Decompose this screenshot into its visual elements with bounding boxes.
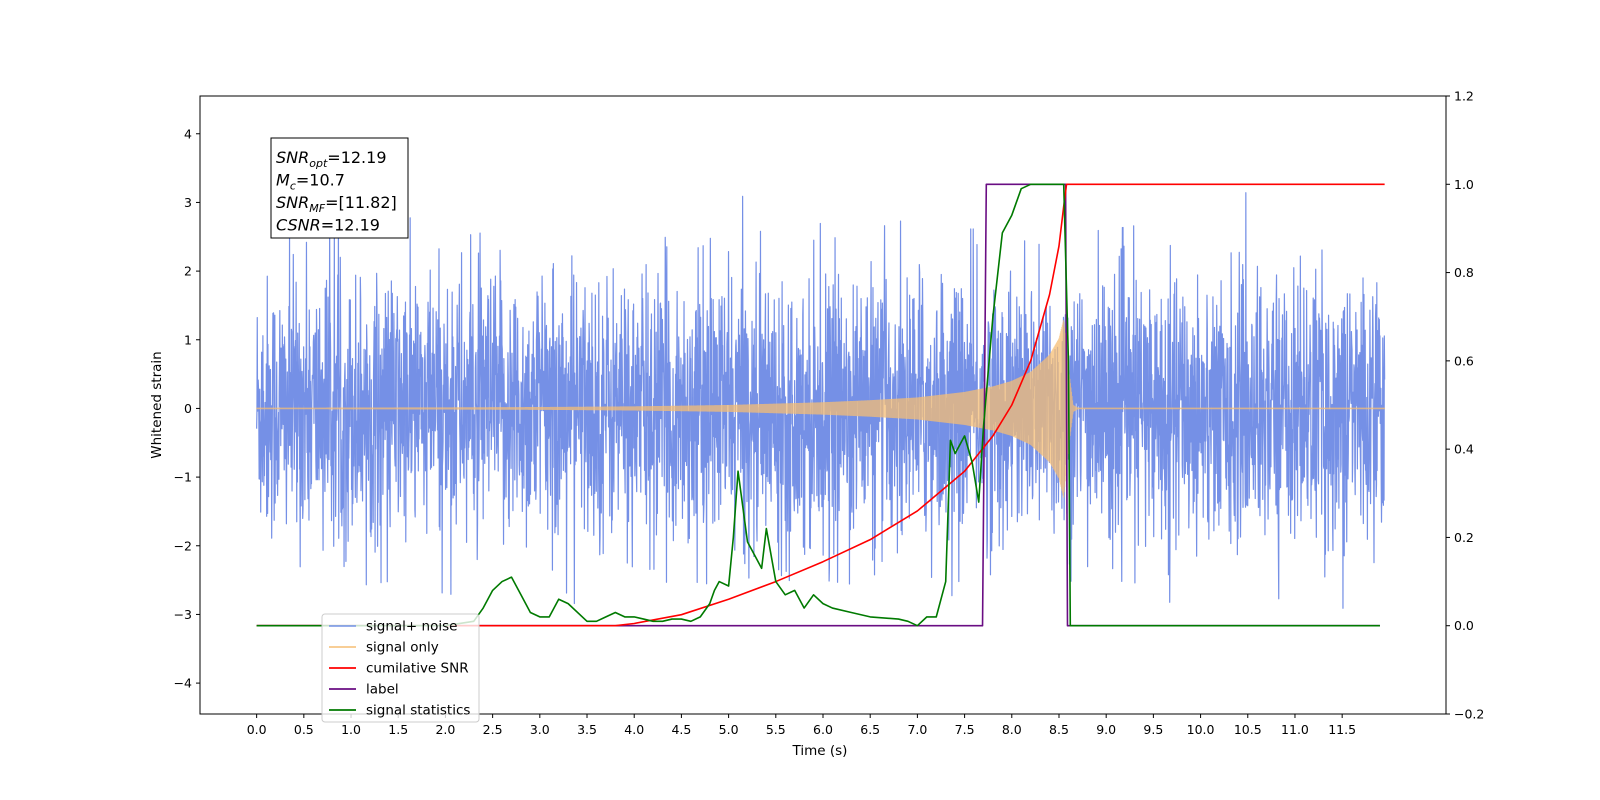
y2-tick-label: 0.8 xyxy=(1454,265,1474,280)
legend-label: signal only xyxy=(366,640,439,656)
series-signal-statistics xyxy=(256,183,1380,627)
annotation-value: =[11.82] xyxy=(325,193,397,212)
x-tick-label: 11.5 xyxy=(1328,722,1356,737)
y-axis-label: Whitened strain xyxy=(149,351,165,458)
x-tick-label: 9.0 xyxy=(1096,722,1116,737)
annotation-line: SNRopt=12.19 xyxy=(276,148,387,170)
y-tick-label: 1 xyxy=(184,332,192,347)
series-signal-only xyxy=(256,320,1386,498)
x-tick-label: 6.5 xyxy=(860,722,880,737)
annotation-subscript: MF xyxy=(309,202,325,215)
annotation-symbol: SNR xyxy=(276,148,309,167)
x-tick-label: 3.5 xyxy=(577,722,597,737)
x-tick-label: 7.0 xyxy=(907,722,927,737)
x-tick-label: 0.5 xyxy=(294,722,314,737)
x-tick-label: 6.0 xyxy=(813,722,833,737)
y2-tick-label: 1.0 xyxy=(1454,177,1474,192)
annotation-subscript: c xyxy=(290,180,296,193)
y2-tick-label: 1.2 xyxy=(1454,89,1474,104)
y-tick-label: −3 xyxy=(174,607,192,622)
y2-tick-label: 0.2 xyxy=(1454,530,1474,545)
annotation-line: Mc=10.7 xyxy=(276,171,345,193)
legend-label: label xyxy=(366,682,399,698)
x-axis-label: Time (s) xyxy=(792,743,848,759)
x-tick-label: 2.5 xyxy=(483,722,503,737)
x-tick-label: 4.5 xyxy=(671,722,691,737)
y-tick-label: 2 xyxy=(184,264,192,279)
y-tick-label: 3 xyxy=(184,195,192,210)
legend-entry-signal-noise: signal+ noise xyxy=(329,619,457,635)
x-tick-label: 2.0 xyxy=(435,722,455,737)
annotation-value: =12.19 xyxy=(327,148,386,167)
x-tick-label: 8.0 xyxy=(1002,722,1022,737)
annotation-subscript: opt xyxy=(309,157,328,170)
annotation-symbol: CSNR xyxy=(276,216,321,235)
ticks: 0.0 0.5 1.0 1.5 2.0 2.5 3.0 3.5 4.0 4.5 5.0 5.5 6.0 6… xyxy=(174,89,1485,738)
x-tick-label: 0.0 xyxy=(247,722,267,737)
annotation-box: SNRopt=12.19Mc=10.7SNRMF=[11.82]CSNR=12.… xyxy=(270,137,409,239)
legend-entry-cumilative-snr: cumilative SNR xyxy=(329,661,469,677)
x-tick-label: 4.0 xyxy=(624,722,644,737)
x-tick-label: 11.0 xyxy=(1281,722,1309,737)
legend-label: cumilative SNR xyxy=(366,661,469,677)
x-tick-label: 10.5 xyxy=(1234,722,1262,737)
x-tick-label: 1.0 xyxy=(341,722,361,737)
y2-tick-label: −0.2 xyxy=(1454,707,1484,722)
x-tick-label: 3.0 xyxy=(530,722,550,737)
x-tick-label: 7.5 xyxy=(955,722,975,737)
annotation-line: SNRMF=[11.82] xyxy=(276,193,397,215)
y-tick-label: −2 xyxy=(174,538,192,553)
x-tick-label: 10.0 xyxy=(1187,722,1215,737)
annotation-frame xyxy=(270,137,409,239)
annotation-line: CSNR=12.19 xyxy=(276,216,380,235)
y-tick-label: 0 xyxy=(184,401,192,416)
y2-tick-label: 0.4 xyxy=(1454,442,1474,457)
y-tick-label: 4 xyxy=(184,126,192,141)
annotation-value: =10.7 xyxy=(296,171,345,190)
legend-entry-label: label xyxy=(329,682,399,698)
legend-entry-signal-only: signal only xyxy=(329,640,439,656)
legend-frame xyxy=(321,613,480,723)
y2-tick-label: 0.0 xyxy=(1454,618,1474,633)
legend-entry-signal-statistics: signal statistics xyxy=(329,703,470,719)
x-tick-label: 8.5 xyxy=(1049,722,1069,737)
annotation-symbol: SNR xyxy=(276,193,309,212)
x-tick-label: 5.5 xyxy=(766,722,786,737)
x-tick-label: 1.5 xyxy=(388,722,408,737)
y-tick-label: −4 xyxy=(174,676,192,691)
plot-area xyxy=(256,183,1386,627)
legend: signal+ noise signal only cumilative SNR la… xyxy=(321,613,480,723)
legend-label: signal+ noise xyxy=(366,619,457,635)
y-tick-label: −1 xyxy=(174,470,192,485)
x-tick-label: 9.5 xyxy=(1143,722,1163,737)
y2-tick-label: 0.6 xyxy=(1454,353,1474,368)
annotation-value: =12.19 xyxy=(321,216,380,235)
x-tick-label: 5.0 xyxy=(719,722,739,737)
legend-label: signal statistics xyxy=(366,703,470,719)
annotation-symbol: M xyxy=(276,171,290,190)
